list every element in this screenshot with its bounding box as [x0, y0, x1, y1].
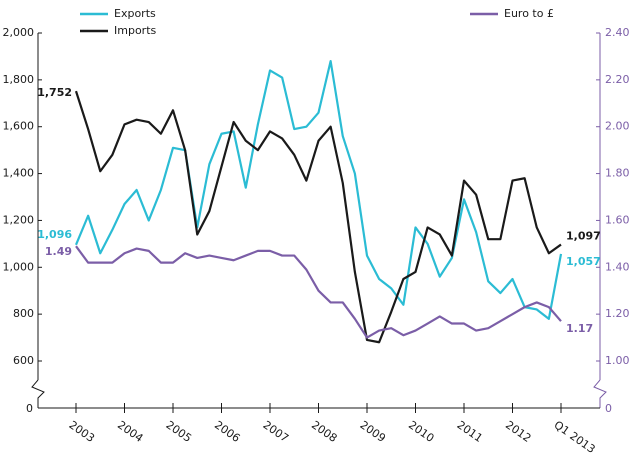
- data-label: 1,096: [37, 228, 72, 241]
- x-tick-label: 2006: [212, 418, 242, 445]
- y2-tick-label: 2.00: [605, 120, 630, 133]
- series-line: [74, 90, 562, 344]
- x-tick-label: 2004: [115, 418, 145, 445]
- data-label: 1,097: [566, 230, 601, 243]
- y-tick-label: 1,400: [3, 167, 35, 180]
- y2-axis-break: [593, 379, 607, 408]
- legend-label: Imports: [114, 24, 157, 37]
- x-tick-label: 2005: [164, 418, 194, 445]
- y-tick-label: 1,800: [3, 73, 35, 86]
- x-tick-label: 2007: [261, 418, 291, 445]
- x-tick-label: 2011: [455, 418, 485, 445]
- x-tick-label: 2012: [503, 418, 533, 445]
- data-label: 1,057: [566, 255, 601, 268]
- y-tick-label: 800: [13, 307, 34, 320]
- data-label: 1.17: [566, 322, 593, 335]
- y-tick-label: 1,000: [3, 260, 35, 273]
- y2-tick-label: 1.80: [605, 167, 630, 180]
- series-line: [75, 245, 562, 339]
- x-tick-label: 2009: [358, 418, 388, 445]
- x-tick-label: 2008: [309, 418, 339, 445]
- y-tick-label: 2,000: [3, 26, 35, 39]
- y2-tick-label: 2.40: [605, 26, 630, 39]
- x-tick-label: Q1 2013: [552, 418, 598, 455]
- legend-label: Euro to £: [504, 7, 554, 20]
- y2-tick-label: 1.00: [605, 354, 630, 367]
- y2-tick-label: 1.60: [605, 213, 630, 226]
- data-label: 1.49: [45, 245, 72, 258]
- y-tick-label: 1,200: [3, 213, 35, 226]
- y2-tick-label: 1.40: [605, 260, 630, 273]
- series-line: [74, 60, 563, 320]
- data-label: 1,752: [37, 86, 72, 99]
- x-tick-label: 2010: [406, 418, 436, 445]
- y-axis-break: [31, 379, 45, 408]
- legend-label: Exports: [114, 7, 156, 20]
- y-tick-label: 1,600: [3, 120, 35, 133]
- y-break-label: 0: [26, 402, 33, 415]
- y2-break-label: 0: [605, 402, 612, 415]
- y2-tick-label: 1.20: [605, 307, 630, 320]
- y2-tick-label: 2.20: [605, 73, 630, 86]
- y-tick-label: 600: [13, 354, 34, 367]
- x-tick-label: 2003: [67, 418, 97, 445]
